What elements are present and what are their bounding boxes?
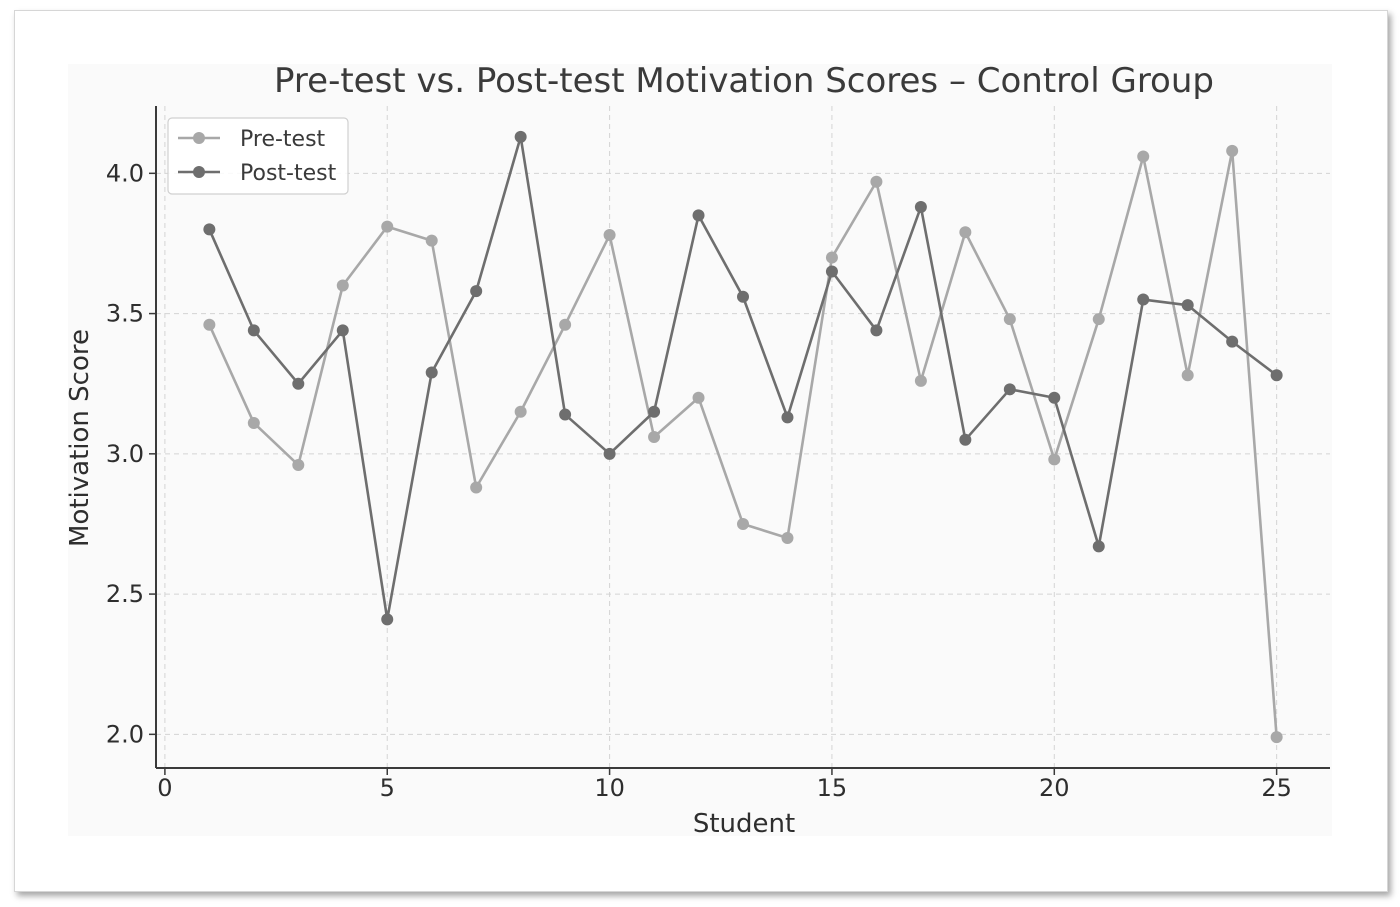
pre-test-point — [247, 416, 260, 429]
pre-test-point — [781, 531, 794, 544]
tick-labels: 0 5 10 15 20 25 2.0 2.5 3.0 3.5 4.0 — [106, 159, 1292, 802]
post-test-point — [959, 433, 972, 446]
x-tick-label: 10 — [594, 774, 625, 802]
post-test-point — [470, 285, 483, 298]
pre-test-point — [737, 517, 749, 530]
post-test-point — [825, 265, 838, 278]
pre-test-point — [603, 229, 616, 242]
post-test-point — [781, 411, 794, 424]
post-test-point — [1003, 383, 1016, 396]
pre-test-point — [559, 318, 572, 331]
pre-test-point — [381, 220, 394, 233]
legend-marker-post-test — [193, 166, 205, 178]
x-tick-label: 0 — [157, 774, 172, 802]
post-test-point — [692, 209, 705, 222]
pre-test-point — [1137, 150, 1150, 163]
x-tick-label: 5 — [380, 774, 395, 802]
post-test-line — [208, 135, 1278, 621]
pre-test-point — [1092, 313, 1105, 326]
y-tick-label: 2.0 — [106, 720, 144, 748]
post-test-series — [203, 130, 1283, 626]
legend-label-pre-test: Pre-test — [240, 127, 326, 152]
post-test-point — [425, 366, 438, 379]
post-test-point — [1226, 335, 1239, 348]
post-test-point — [336, 324, 349, 337]
legend: Pre-test Post-test — [167, 117, 349, 195]
grid — [156, 106, 1330, 768]
pre-test-point — [825, 251, 838, 264]
post-test-point — [381, 613, 394, 626]
y-tick-label: 4.0 — [106, 159, 144, 187]
pre-test-point — [1226, 144, 1239, 157]
chart-title: Pre-test vs. Post-test Motivation Scores… — [274, 61, 1214, 101]
post-test-point — [648, 405, 661, 418]
x-axis-label: Student — [693, 809, 795, 839]
post-test-point — [914, 200, 927, 213]
series-layer — [203, 130, 1283, 744]
pre-test-point — [514, 405, 527, 418]
y-axis-label: Motivation Score — [65, 329, 95, 547]
axes — [149, 106, 1330, 775]
pre-test-point — [336, 279, 349, 292]
post-test-point — [1048, 391, 1061, 404]
legend-marker-pre-test — [193, 132, 205, 144]
pre-test-point — [870, 175, 883, 188]
pre-test-point — [425, 234, 438, 247]
post-test-point — [1092, 540, 1105, 553]
pre-test-point — [1181, 369, 1194, 382]
legend-label-post-test: Post-test — [240, 161, 337, 186]
post-test-point — [737, 290, 749, 303]
pre-test-point — [959, 226, 972, 239]
pre-test-point — [914, 374, 927, 387]
y-tick-label: 2.5 — [106, 580, 144, 608]
post-test-point — [514, 130, 527, 143]
pre-test-point — [1270, 731, 1283, 744]
post-test-point — [603, 447, 616, 460]
x-tick-label: 20 — [1039, 774, 1070, 802]
post-test-point — [292, 377, 305, 390]
y-tick-label: 3.0 — [106, 440, 144, 468]
post-test-point — [1181, 299, 1194, 312]
pre-test-series — [203, 144, 1283, 744]
x-tick-label: 25 — [1261, 774, 1292, 802]
post-test-point — [247, 324, 260, 337]
pre-test-point — [1003, 313, 1016, 326]
pre-test-point — [692, 391, 705, 404]
pre-test-point — [648, 431, 661, 443]
post-test-point — [559, 408, 572, 421]
post-test-point — [1270, 369, 1283, 382]
x-tick-label: 15 — [817, 774, 848, 802]
pre-test-point — [292, 459, 305, 472]
y-tick-label: 3.5 — [106, 300, 144, 328]
post-test-point — [870, 324, 883, 337]
post-test-point — [203, 223, 216, 236]
pre-test-point — [1048, 453, 1061, 466]
post-test-point — [1137, 293, 1150, 306]
pre-test-point — [470, 481, 483, 494]
pre-test-point — [203, 318, 216, 331]
